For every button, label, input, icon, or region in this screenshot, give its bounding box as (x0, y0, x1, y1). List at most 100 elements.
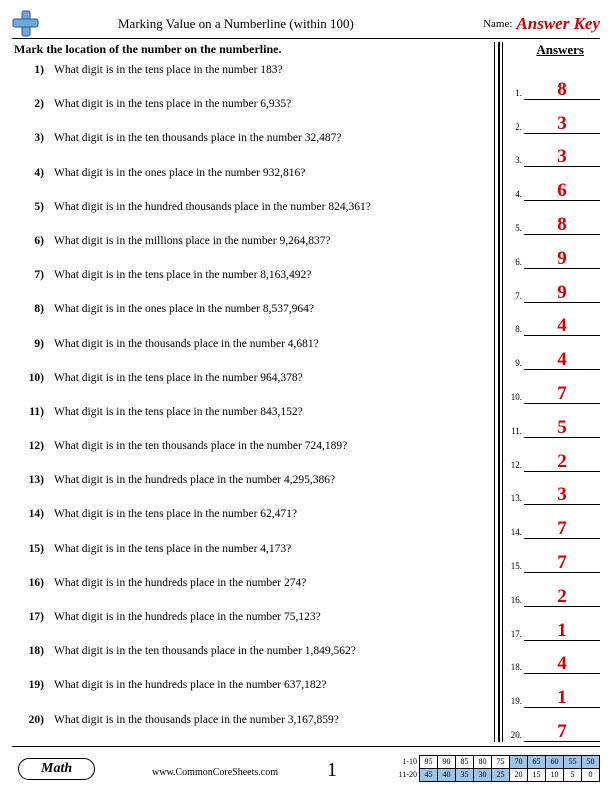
answer-row: 14.7 (508, 505, 600, 539)
answer-row: 6.9 (508, 235, 600, 269)
question-row: 17) What digit is in the hundreds place i… (20, 611, 480, 623)
instruction-text: Mark the location of the number on the n… (14, 42, 281, 57)
answer-line: 8 (524, 213, 600, 235)
score-cell: 85 (456, 756, 474, 769)
question-number: 1) (20, 64, 44, 76)
question-text: What digit is in the ten thousands place… (54, 440, 347, 452)
answer-row: 8.4 (508, 303, 600, 337)
answer-number: 16. (508, 595, 522, 607)
question-row: 20) What digit is in the thousands place … (20, 714, 480, 726)
answer-row: 20.7 (508, 708, 600, 742)
answer-value: 7 (524, 552, 600, 574)
score-cell: 45 (420, 769, 438, 782)
answer-line: 5 (524, 416, 600, 438)
question-text: What digit is in the hundred thousands p… (54, 201, 371, 213)
question-number: 17) (20, 611, 44, 623)
answer-row: 19.1 (508, 674, 600, 708)
question-text: What digit is in the hundreds place in t… (54, 474, 335, 486)
question-text: What digit is in the hundreds place in t… (54, 577, 306, 589)
question-number: 16) (20, 577, 44, 589)
question-row: 10)What digit is in the tens place in th… (20, 372, 480, 384)
answer-line: 4 (524, 348, 600, 370)
name-label: Name: (483, 18, 512, 30)
question-row: 6)What digit is in the millions place in… (20, 235, 480, 247)
answer-row: 1.8 (508, 66, 600, 100)
answer-line: 3 (524, 145, 600, 167)
answer-line: 7 (524, 551, 600, 573)
answer-line: 1 (524, 686, 600, 708)
answer-line: 8 (524, 78, 600, 100)
answer-value: 4 (524, 315, 600, 337)
answer-number: 10. (508, 392, 522, 404)
score-cell: 55 (564, 756, 582, 769)
answer-value: 1 (524, 687, 600, 709)
answer-row: 13.3 (508, 472, 600, 506)
question-number: 4) (20, 167, 44, 179)
question-number: 2) (20, 98, 44, 110)
answer-number: 1. (508, 88, 522, 100)
question-text: What digit is in the tens place in the n… (54, 64, 283, 76)
answer-value: 3 (524, 113, 600, 135)
score-cell: 75 (492, 756, 510, 769)
question-row: 1) What digit is in the tens place in the… (20, 64, 480, 76)
answer-value: 2 (524, 451, 600, 473)
answer-line: 4 (524, 314, 600, 336)
question-number: 14) (20, 508, 44, 520)
answers-heading: Answers (536, 42, 584, 58)
answer-value: 8 (524, 214, 600, 236)
answer-number: 7. (508, 291, 522, 303)
score-cell: 95 (420, 756, 438, 769)
score-cell: 0 (582, 769, 600, 782)
answer-line: 9 (524, 281, 600, 303)
answer-number: 5. (508, 223, 522, 235)
question-row: 7)What digit is in the tens place in the… (20, 269, 480, 281)
answer-line: 3 (524, 112, 600, 134)
question-text: What digit is in the ones place in the n… (54, 167, 305, 179)
answer-line: 2 (524, 450, 600, 472)
question-text: What digit is in the hundreds place in t… (54, 611, 321, 623)
answer-row: 4.6 (508, 167, 600, 201)
logo-icon (12, 10, 40, 38)
question-row: 3)What digit is in the ten thousands pla… (20, 132, 480, 144)
question-number: 18) (20, 645, 44, 657)
answer-row: 11.5 (508, 404, 600, 438)
question-number: 13) (20, 474, 44, 486)
question-number: 19) (20, 679, 44, 691)
score-cell: 20 (510, 769, 528, 782)
answer-row: 5.8 (508, 201, 600, 235)
score-cell: 30 (474, 769, 492, 782)
question-text: What digit is in the ones place in the n… (54, 303, 314, 315)
score-cell: 5 (564, 769, 582, 782)
answer-number: 19. (508, 696, 522, 708)
question-row: 5)What digit is in the hundred thousands… (20, 201, 480, 213)
answer-value: 5 (524, 417, 600, 439)
question-row: 14)What digit is in the tens place in th… (20, 508, 480, 520)
score-cell: 15 (528, 769, 546, 782)
answer-number: 9. (508, 358, 522, 370)
question-row: 18) What digit is in the ten thousands pl… (20, 645, 480, 657)
score-row-label: 1-10 (394, 756, 420, 769)
question-number: 20) (20, 714, 44, 726)
answer-value: 9 (524, 248, 600, 270)
answer-line: 7 (524, 720, 600, 742)
footer: Math www.CommonCoreSheets.com 1 1-109590… (12, 752, 600, 782)
question-number: 15) (20, 543, 44, 555)
answer-row: 12.2 (508, 438, 600, 472)
question-text: What digit is in the thousands place in … (54, 714, 339, 726)
answer-number: 11. (508, 426, 522, 438)
score-cell: 60 (546, 756, 564, 769)
question-text: What digit is in the ten thousands place… (54, 645, 356, 657)
answer-line: 7 (524, 382, 600, 404)
score-cell: 70 (510, 756, 528, 769)
answer-line: 2 (524, 585, 600, 607)
answer-line: 3 (524, 483, 600, 505)
answer-value: 4 (524, 653, 600, 675)
answer-value: 7 (524, 383, 600, 405)
answer-key-label: Answer Key (516, 14, 600, 34)
question-number: 3) (20, 132, 44, 144)
answer-number: 3. (508, 155, 522, 167)
answer-row: 3.3 (508, 134, 600, 168)
score-cell: 35 (456, 769, 474, 782)
answer-value: 7 (524, 721, 600, 743)
question-number: 6) (20, 235, 44, 247)
